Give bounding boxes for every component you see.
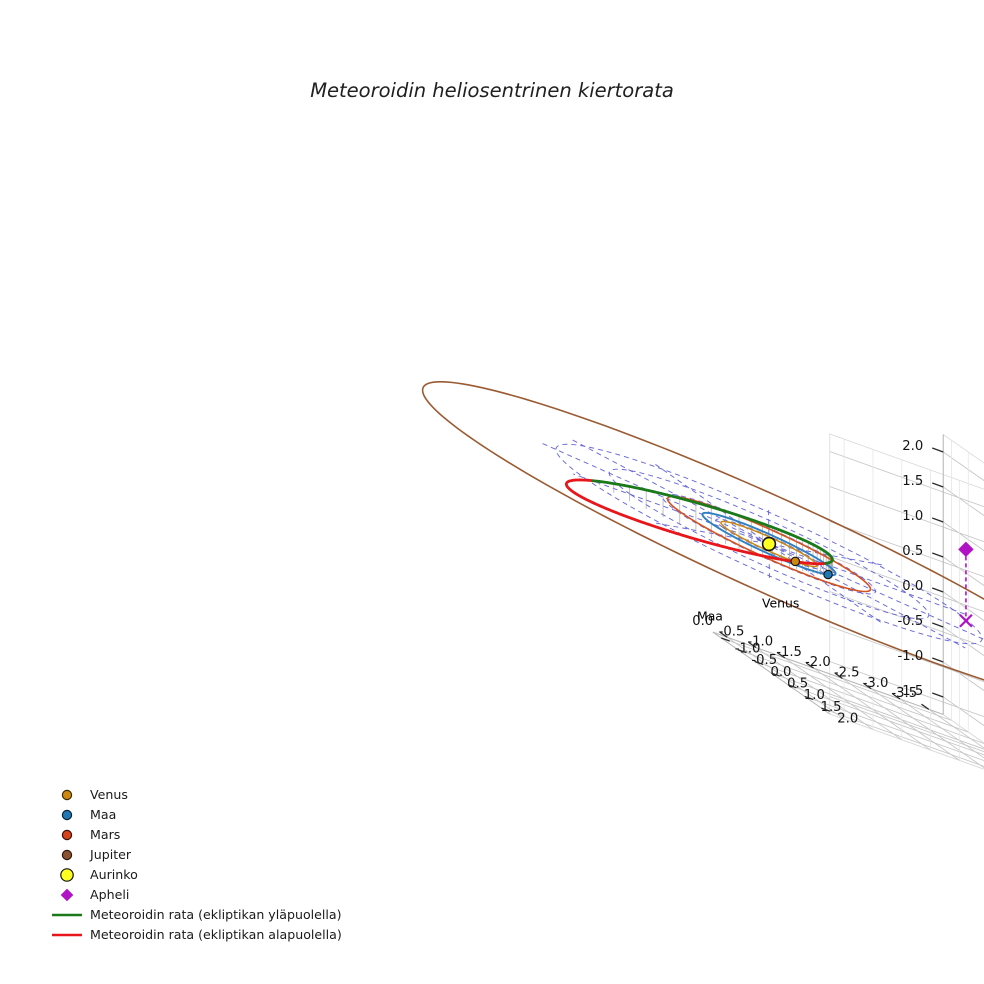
venus-marker — [790, 556, 801, 567]
earth-label: Maa — [697, 609, 723, 624]
x-tick-label: -2.5 — [834, 666, 860, 681]
y-tick — [737, 649, 747, 654]
x-tick — [748, 641, 757, 649]
sun-marker — [761, 536, 777, 552]
legend-item-label: Jupiter — [89, 847, 132, 862]
legend-item-label: Aurinko — [90, 867, 138, 882]
x-tick-label: 0.0 — [692, 614, 713, 629]
legend-item[interactable]: Apheli — [60, 887, 129, 902]
legend-circle-swatch — [61, 849, 73, 861]
y-tick-label: 0.0 — [770, 665, 791, 680]
y-tick — [720, 637, 730, 642]
axis-ticks: -3.5-3.0-2.5-2.0-1.5-1.0-0.50.0-1.0-0.50… — [692, 439, 944, 727]
z-tick-label: -0.5 — [898, 614, 924, 629]
x-tick — [777, 652, 786, 659]
x-tick-label: -0.5 — [719, 624, 745, 639]
z-tick — [932, 482, 944, 488]
meteoroid-orbit — [564, 478, 834, 566]
x-tick-label: -3.0 — [863, 676, 889, 691]
x-tick — [719, 631, 728, 638]
page-title: Meteoroidin heliosentrinen kiertorata — [310, 79, 674, 102]
y-tick — [771, 672, 780, 677]
legend-item[interactable]: Meteoroidin rata (ekliptikan alapuolella… — [52, 927, 342, 942]
legend-item[interactable]: Jupiter — [61, 847, 132, 862]
legend-item-label: Maa — [90, 807, 116, 822]
x-tick — [892, 693, 901, 700]
z-tick — [932, 692, 944, 698]
legend-circle-swatch — [60, 868, 74, 882]
legend: Venus Maa Mars Jupiter Aurinko Apheli Meteoroi… — [52, 787, 342, 942]
legend-item[interactable]: Aurinko — [60, 867, 138, 882]
legend-item-label: Venus — [90, 787, 128, 802]
legend-item[interactable]: Mars — [61, 827, 120, 842]
aphelion-projection-marker — [959, 613, 973, 628]
z-tick-label: 0.0 — [902, 579, 923, 594]
legend-item-label: Mars — [90, 827, 120, 842]
z-tick — [932, 447, 944, 453]
x-tick — [805, 662, 815, 669]
x-tick-label: -1.5 — [776, 645, 802, 660]
z-tick — [932, 657, 944, 663]
legend-item-label: Apheli — [90, 887, 129, 902]
x-tick — [863, 683, 872, 690]
z-tick — [932, 552, 944, 558]
x-tick — [834, 672, 843, 679]
legend-circle-swatch — [61, 829, 73, 841]
z-tick-label: -1.5 — [898, 684, 924, 699]
y-tick — [821, 707, 831, 712]
z-tick-label: 1.0 — [902, 509, 923, 524]
legend-item-label: Meteoroidin rata (ekliptikan yläpuolella… — [90, 907, 342, 922]
z-tick-label: 0.5 — [902, 544, 923, 559]
z-tick — [932, 587, 944, 593]
axes-panes — [712, 433, 984, 770]
z-tick — [932, 517, 944, 523]
y-tick — [754, 660, 764, 665]
legend-item[interactable]: Maa — [61, 807, 116, 822]
y-tick-label: -0.5 — [751, 653, 777, 668]
legend-item-label: Meteoroidin rata (ekliptikan alapuolella… — [90, 927, 342, 942]
y-tick — [804, 695, 814, 701]
legend-diamond-swatch — [60, 888, 74, 902]
y-tick-label: 0.5 — [787, 676, 808, 691]
x-tick — [921, 703, 930, 710]
legend-item[interactable]: Venus — [61, 787, 128, 802]
y-tick — [787, 684, 797, 689]
y-tick-label: 1.5 — [821, 700, 842, 715]
legend-circle-swatch — [61, 789, 73, 801]
maa-marker — [823, 569, 833, 580]
y-tick-label: -1.0 — [735, 641, 761, 656]
body-annotations: Venus Maa — [697, 596, 799, 624]
z-tick-label: 2.0 — [902, 439, 923, 454]
venus-label: Venus — [762, 596, 799, 611]
legend-circle-swatch — [61, 809, 73, 821]
z-tick-label: 1.5 — [902, 474, 923, 489]
z-tick-label: -1.0 — [898, 649, 924, 664]
y-tick-label: 2.0 — [837, 712, 858, 727]
legend-item[interactable]: Meteoroidin rata (ekliptikan yläpuolella… — [52, 907, 342, 922]
y-tick-label: 1.0 — [804, 688, 825, 703]
z-tick — [932, 622, 944, 628]
x-tick-label: -2.0 — [805, 655, 831, 670]
body-markers — [761, 536, 974, 628]
